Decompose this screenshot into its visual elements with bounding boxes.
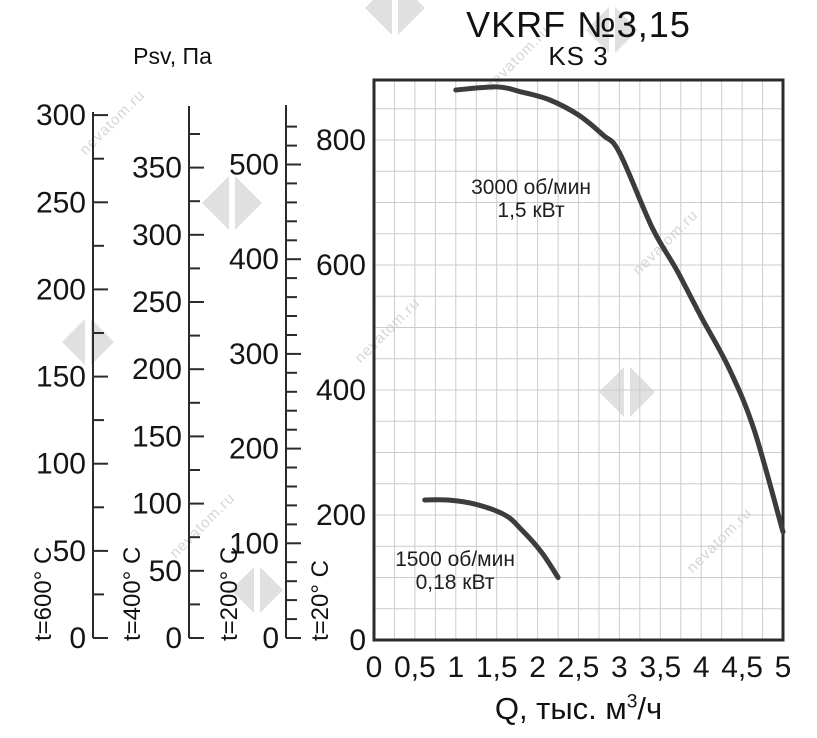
axis-temp-label-20: t=20° C (307, 560, 334, 641)
axis-temp-label-600: t=600° C (30, 546, 57, 641)
y-tick-label: 300 (229, 338, 279, 371)
x-tick-label: 3 (611, 651, 628, 684)
y-tick-label: 300 (132, 219, 182, 252)
chart-title: VKRF №3,15 (466, 4, 691, 45)
pressure-axis-600: 0 50 100 150 200 250 300 (36, 99, 108, 655)
x-tick-label: 0,5 (394, 651, 436, 684)
x-tick-label: 1,5 (476, 651, 518, 684)
flow-axis-ticks: 0 0,5 1 1,5 2 2,5 3 3,5 4 4,5 5 (366, 651, 792, 684)
y-tick-label: 150 (132, 420, 182, 453)
y-tick-label: 150 (36, 361, 86, 394)
chart-subtitle: KS 3 (548, 41, 609, 71)
y-tick-label: 250 (36, 186, 86, 219)
y-tick-label: 200 (229, 433, 279, 466)
pressure-axis-400: 0 50 100 150 200 250 300 350 (132, 106, 204, 655)
watermark-diamond-logo (599, 367, 655, 417)
watermark-diamond-logo (62, 319, 114, 365)
axis-temp-label-400: t=400° C (119, 546, 146, 641)
watermark-diamond-logo (365, 0, 425, 35)
x-tick-label: 2,5 (558, 651, 600, 684)
curve-1500rpm (422, 497, 561, 580)
curve-power: 0,18 кВт (415, 571, 495, 594)
y-tick-label: 0 (262, 622, 279, 655)
x-tick-label: 4 (693, 651, 710, 684)
watermark-diamond-logo (202, 176, 262, 230)
watermark-diamond-logo (231, 567, 283, 613)
y-tick-label: 250 (132, 286, 182, 319)
curve-speed: 1500 об/мин (395, 548, 515, 571)
x-tick-label: 1 (447, 651, 464, 684)
x-tick-label: 4,5 (721, 651, 763, 684)
y-tick-label: 800 (316, 124, 366, 157)
flow-axis-title-main: Q, тыс. м (494, 691, 627, 726)
flow-axis-title-sup: 3 (626, 691, 638, 713)
y-tick-label: 600 (316, 249, 366, 282)
curve-3000rpm (453, 84, 786, 535)
y-tick-label: 200 (36, 273, 86, 306)
flow-axis-title: Q, тыс. м3/ч (374, 691, 783, 727)
curve-speed: 3000 об/мин (471, 176, 591, 199)
y-tick-label: 50 (149, 555, 182, 588)
y-tick-label: 100 (229, 527, 279, 560)
x-tick-label: 2 (529, 651, 546, 684)
pressure-axis-title: Psv, Па (133, 43, 212, 69)
x-tick-label: 0 (366, 651, 383, 684)
y-tick-label: 0 (349, 624, 366, 657)
y-tick-label: 100 (36, 448, 86, 481)
y-tick-label: 500 (229, 149, 279, 182)
y-tick-label: 400 (229, 243, 279, 276)
y-tick-label: 100 (132, 488, 182, 521)
pressure-axis-20: 0 200 400 600 800 (316, 124, 366, 657)
y-tick-label: 300 (36, 99, 86, 132)
x-tick-label: 5 (775, 651, 792, 684)
y-tick-label: 50 (53, 535, 86, 568)
axis-temp-label-200: t=200° C (216, 546, 243, 641)
curve-label-3000rpm: 3000 об/мин 1,5 кВт (431, 176, 631, 222)
x-tick-label: 3,5 (639, 651, 681, 684)
pressure-axis-200: 0 100 200 300 400 500 (229, 105, 301, 655)
curve-label-1500rpm: 1500 об/мин 0,18 кВт (355, 548, 555, 594)
y-tick-label: 0 (165, 622, 182, 655)
grid (374, 80, 783, 640)
y-tick-label: 400 (316, 374, 366, 407)
flow-axis-title-tail: /ч (637, 691, 663, 726)
y-tick-label: 200 (316, 499, 366, 532)
y-tick-label: 350 (132, 152, 182, 185)
chart-border (372, 78, 785, 642)
y-tick-label: 200 (132, 353, 182, 386)
watermark-diamond-logo (586, 7, 638, 53)
curve-power: 1,5 кВт (497, 199, 565, 222)
y-tick-label: 0 (69, 622, 86, 655)
